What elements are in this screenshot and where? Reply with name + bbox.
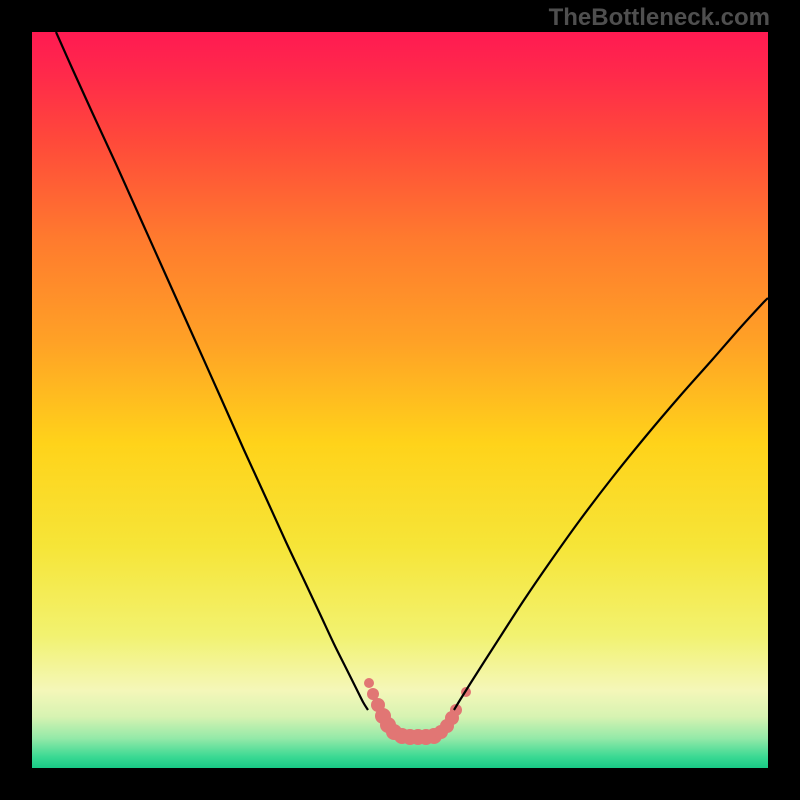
watermark-text: TheBottleneck.com [549, 4, 770, 32]
gradient-background [32, 32, 768, 768]
chart-svg [0, 0, 800, 800]
blob-marker [364, 678, 374, 688]
chart-frame: TheBottleneck.com [0, 0, 800, 800]
